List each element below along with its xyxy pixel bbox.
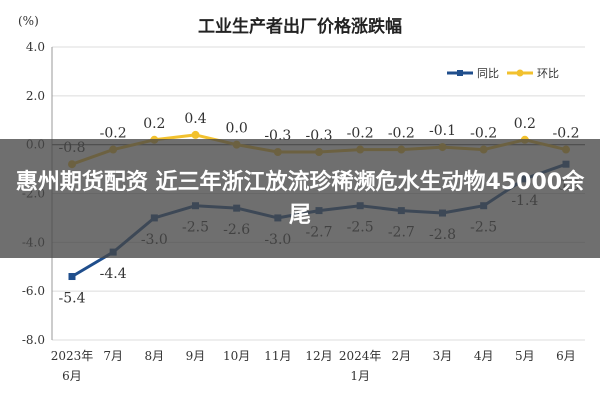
x-tick-label: 12月 xyxy=(305,349,332,363)
data-label-mom: -0.2 xyxy=(347,126,374,142)
x-tick-label-line: 2023年 xyxy=(51,349,94,363)
x-tick-label-line: 12月 xyxy=(305,349,332,363)
data-label-mom: 0.2 xyxy=(143,116,165,132)
y-tick-label: -6.0 xyxy=(22,284,45,298)
x-tick-label-line: 6月 xyxy=(62,369,82,383)
x-tick-label: 2月 xyxy=(392,349,412,363)
x-tick-label-line: 2月 xyxy=(392,349,412,363)
x-tick-label: 10月 xyxy=(223,349,250,363)
x-tick-label-line: 6月 xyxy=(556,349,576,363)
legend-label-yoy: 同比 xyxy=(477,67,499,80)
x-tick-label-line: 1月 xyxy=(350,369,370,383)
x-tick-label-line: 10月 xyxy=(223,349,250,363)
headline-banner: 惠州期货配资 近三年浙江放流珍稀濒危水生动物45000余尾 xyxy=(0,139,600,258)
legend-marker-mom xyxy=(516,69,524,77)
data-label-mom: 0.4 xyxy=(184,111,206,127)
legend-label-mom: 环比 xyxy=(537,67,559,80)
y-tick-label: 2.0 xyxy=(26,89,45,103)
x-tick-label: 4月 xyxy=(474,349,494,363)
legend-marker-yoy xyxy=(457,70,463,76)
x-tick-label-line: 3月 xyxy=(433,349,453,363)
data-label-yoy: -5.4 xyxy=(59,291,86,307)
x-tick-label: 8月 xyxy=(145,349,165,363)
headline-text: 惠州期货配资 近三年浙江放流珍稀濒危水生动物45000余尾 xyxy=(15,169,585,228)
x-tick-label-line: 7月 xyxy=(103,349,123,363)
x-tick-label-line: 9月 xyxy=(186,349,206,363)
x-tick-label-line: 2024年 xyxy=(339,349,382,363)
x-tick-label-line: 11月 xyxy=(264,349,291,363)
data-label-mom: 0.0 xyxy=(226,121,248,137)
x-tick-label: 7月 xyxy=(103,349,123,363)
x-tick-label-line: 4月 xyxy=(474,349,494,363)
data-label-mom: -0.2 xyxy=(470,126,497,142)
data-label-mom: -0.1 xyxy=(429,123,456,139)
x-tick-label: 2023年 6月 xyxy=(51,349,94,383)
y-tick-label: 4.0 xyxy=(26,40,45,54)
data-label-mom: -0.2 xyxy=(553,126,580,142)
x-tick-label: 3月 xyxy=(433,349,453,363)
x-tick-label-line: 8月 xyxy=(145,349,165,363)
legend: 同比 环比 xyxy=(447,67,559,80)
data-label-mom: -0.2 xyxy=(388,126,415,142)
x-tick-label: 9月 xyxy=(186,349,206,363)
x-tick-label-line: 5月 xyxy=(515,349,535,363)
data-label-yoy: -4.4 xyxy=(100,266,127,282)
x-tick-label: 6月 xyxy=(556,349,576,363)
data-point-mom xyxy=(191,130,200,139)
data-label-mom: 0.2 xyxy=(514,116,536,132)
data-label-mom: -0.2 xyxy=(100,126,127,142)
chart-title: 工业生产者出厂价格涨跌幅 xyxy=(198,16,402,37)
y-tick-label: -8.0 xyxy=(22,333,45,347)
y-unit-label: (%) xyxy=(18,14,39,28)
data-point-yoy xyxy=(68,273,76,281)
x-tick-label: 5月 xyxy=(515,349,535,363)
x-tick-label: 11月 xyxy=(264,349,291,363)
x-tick-label: 2024年 1月 xyxy=(339,349,382,383)
